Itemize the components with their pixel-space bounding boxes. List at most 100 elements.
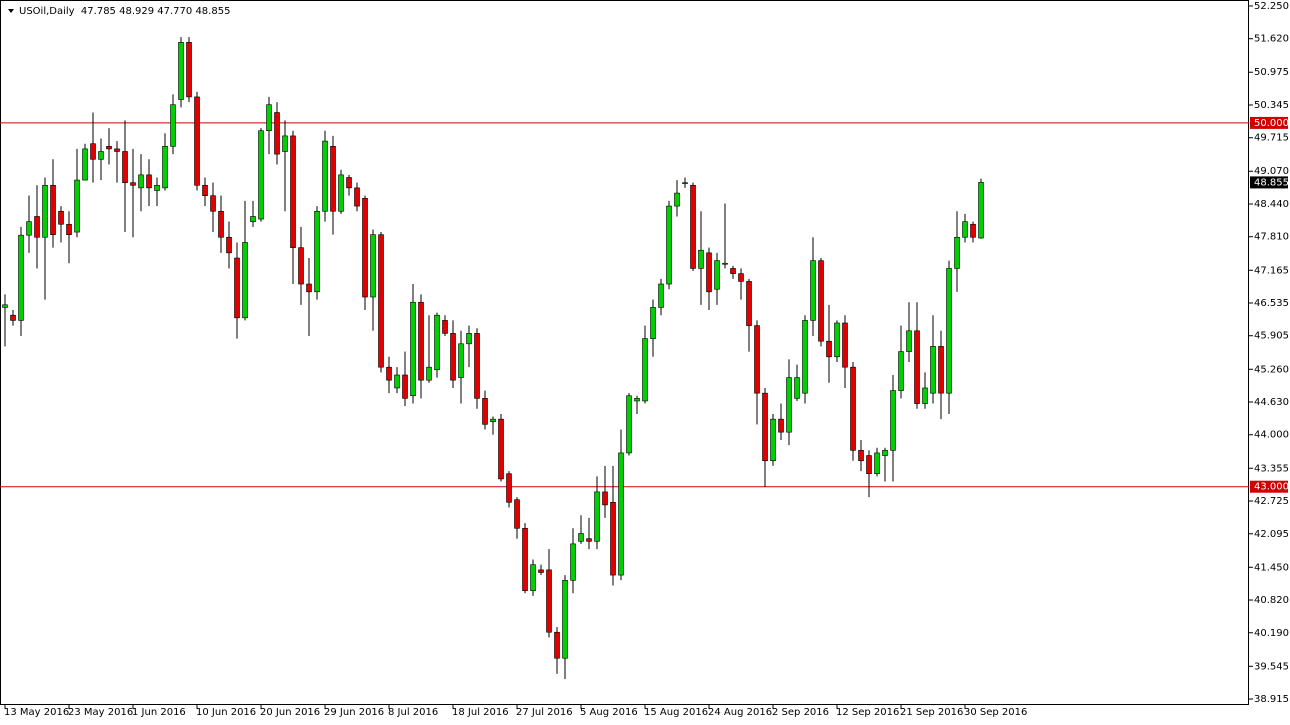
candle-body bbox=[698, 249, 704, 269]
candle-body bbox=[474, 333, 480, 399]
candle-body bbox=[890, 390, 896, 451]
candle-body bbox=[458, 343, 464, 378]
candle-body bbox=[866, 455, 872, 475]
candle-body bbox=[186, 42, 192, 98]
candle-body bbox=[410, 301, 416, 397]
candle-body bbox=[74, 179, 80, 233]
candle-body bbox=[674, 192, 680, 207]
candle-body bbox=[842, 322, 848, 368]
menu-arrow[interactable] bbox=[8, 9, 14, 13]
candle-body bbox=[42, 184, 48, 238]
candle-body bbox=[834, 322, 840, 358]
candle-body bbox=[250, 216, 256, 222]
candle-body bbox=[954, 236, 960, 269]
candle-body bbox=[826, 340, 832, 358]
candle-body bbox=[514, 499, 520, 529]
candle-body bbox=[498, 418, 504, 480]
candle-body bbox=[290, 135, 296, 248]
last-price-label: 48.855 bbox=[1254, 177, 1289, 188]
x-tick-label: 10 Jun 2016 bbox=[196, 707, 256, 718]
candle-body bbox=[362, 197, 368, 298]
candle-body bbox=[858, 450, 864, 462]
candle-body bbox=[90, 143, 96, 160]
candle-body bbox=[298, 247, 304, 285]
candle-body bbox=[714, 260, 720, 290]
candle-body bbox=[394, 374, 400, 389]
candle-body bbox=[738, 273, 744, 282]
candle-body bbox=[98, 151, 104, 160]
candle-body bbox=[226, 236, 232, 254]
candle-body bbox=[930, 346, 936, 394]
candle-body bbox=[602, 491, 608, 506]
candle-body bbox=[818, 260, 824, 342]
candle-body bbox=[786, 377, 792, 433]
candle-body bbox=[618, 452, 624, 576]
candle-body bbox=[466, 333, 472, 345]
y-tick-label: 48.440 bbox=[1254, 199, 1289, 210]
x-tick-label: 8 Jul 2016 bbox=[388, 707, 438, 718]
candle-body bbox=[34, 216, 40, 238]
y-tick-label: 38.915 bbox=[1254, 694, 1289, 705]
candle-body bbox=[18, 234, 24, 321]
candle-body bbox=[202, 184, 208, 196]
x-tick-label: 5 Aug 2016 bbox=[580, 707, 638, 718]
y-tick-label: 44.630 bbox=[1254, 397, 1289, 408]
candle-body bbox=[882, 450, 888, 456]
candle-body bbox=[506, 473, 512, 503]
candle-body bbox=[978, 182, 984, 239]
candle-body bbox=[154, 184, 160, 191]
candle-body bbox=[346, 177, 352, 189]
candle-body bbox=[586, 538, 592, 542]
candle-body bbox=[922, 387, 928, 404]
x-tick-label: 29 Jun 2016 bbox=[324, 707, 384, 718]
level-label: 50.000 bbox=[1254, 118, 1289, 129]
candle-body bbox=[754, 325, 760, 394]
candle-body bbox=[66, 223, 72, 235]
x-tick-label: 1 Jun 2016 bbox=[132, 707, 186, 718]
y-tick-label: 45.260 bbox=[1254, 364, 1289, 375]
candle-body bbox=[274, 112, 280, 155]
x-tick-label: 27 Jul 2016 bbox=[516, 707, 573, 718]
candle-body bbox=[722, 262, 728, 265]
candle-body bbox=[82, 148, 88, 181]
candle-body bbox=[130, 182, 136, 186]
candle-body bbox=[450, 333, 456, 381]
y-tick-label: 52.250 bbox=[1254, 1, 1289, 12]
candle-body bbox=[610, 502, 616, 576]
candle-body bbox=[626, 395, 632, 454]
candle-body bbox=[578, 533, 584, 542]
candle-body bbox=[378, 234, 384, 368]
candle-body bbox=[370, 234, 376, 298]
candle-body bbox=[794, 377, 800, 399]
candle-body bbox=[58, 210, 64, 225]
candle-body bbox=[690, 184, 696, 269]
candle-body bbox=[746, 281, 752, 326]
x-tick-label: 30 Sep 2016 bbox=[964, 707, 1027, 718]
candle-body bbox=[594, 491, 600, 542]
level-label: 43.000 bbox=[1254, 482, 1289, 493]
candle-body bbox=[650, 307, 656, 339]
level-label-box bbox=[1250, 480, 1288, 493]
candle-body bbox=[402, 374, 408, 399]
candle-body bbox=[338, 174, 344, 212]
candle-body bbox=[642, 338, 648, 402]
candle-body bbox=[706, 252, 712, 293]
candle-body bbox=[106, 146, 112, 150]
candle-body bbox=[682, 182, 688, 184]
chart-title: USOil,Daily 47.785 48.929 47.770 48.855 bbox=[19, 6, 230, 17]
y-tick-label: 47.165 bbox=[1254, 265, 1289, 276]
candle-body bbox=[554, 631, 560, 659]
candle-body bbox=[658, 283, 664, 308]
candle-body bbox=[778, 418, 784, 433]
x-tick-label: 12 Sep 2016 bbox=[836, 707, 899, 718]
candle-body bbox=[538, 569, 544, 573]
candle-body bbox=[146, 174, 152, 189]
candle-body bbox=[170, 104, 176, 147]
y-tick-label: 42.095 bbox=[1254, 529, 1289, 540]
level-label-box bbox=[1250, 116, 1288, 129]
candle-body bbox=[546, 569, 552, 633]
candle-body bbox=[178, 42, 184, 100]
candle-body bbox=[770, 418, 776, 462]
x-tick-label: 23 May 2016 bbox=[68, 707, 133, 718]
y-tick-label: 44.000 bbox=[1254, 430, 1289, 441]
